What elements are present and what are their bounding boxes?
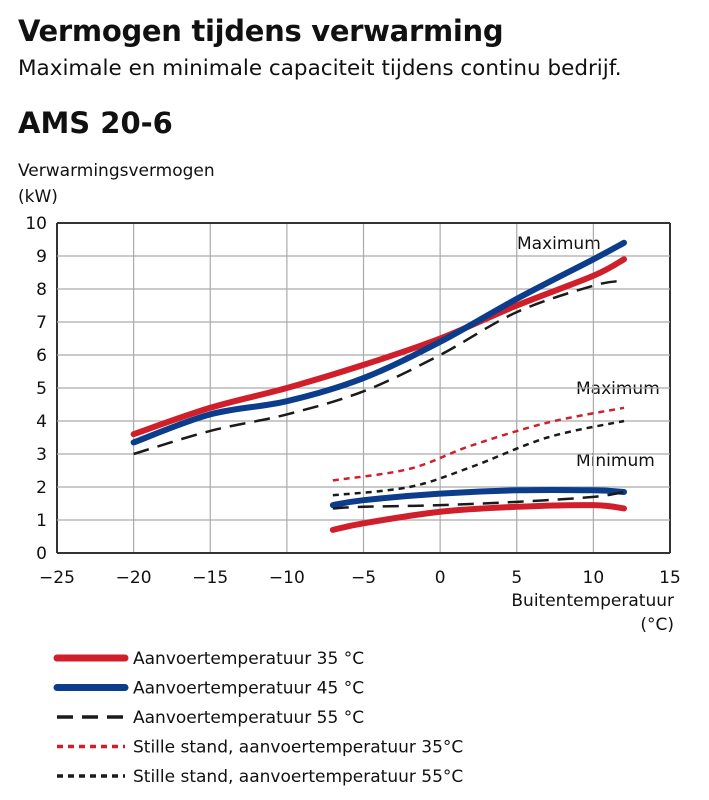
y-tick-label: 0 (36, 544, 47, 564)
y-tick-label: 4 (36, 412, 47, 432)
y-tick-label: 6 (36, 346, 47, 366)
x-tick-label: −15 (192, 568, 228, 588)
y-tick-label: 3 (36, 445, 47, 465)
series-line (329, 502, 628, 533)
x-axis-label-unit: (°C) (640, 615, 674, 635)
legend-label: Aanvoertemperatuur 35 °C (133, 649, 364, 669)
annotation-maximum-upper: Maximum (517, 234, 601, 254)
legend-label: Aanvoertemperatuur 55 °C (133, 708, 364, 728)
model-title: AMS 20-6 (18, 106, 173, 140)
y-tick-label: 7 (36, 313, 47, 333)
y-tick-label: 10 (25, 214, 47, 234)
series-line (130, 239, 628, 446)
series-line (332, 406, 625, 482)
series-line (130, 256, 628, 438)
y-axis-label-unit: (kW) (18, 187, 58, 207)
series-line (329, 486, 628, 509)
series-line (332, 490, 625, 510)
legend-label: Stille stand, aanvoertemperatuur 35°C (133, 738, 463, 758)
y-axis-label: Verwarmingsvermogen (18, 161, 215, 181)
annotation-minimum: Minimum (576, 451, 655, 471)
x-tick-label: 5 (511, 568, 522, 588)
x-axis-label: Buitentemperatuur (511, 591, 674, 611)
y-tick-label: 9 (36, 247, 47, 267)
x-tick-label: −20 (116, 568, 152, 588)
x-tick-label: 0 (435, 568, 446, 588)
y-tick-label: 8 (36, 280, 47, 300)
y-tick-label: 5 (36, 379, 47, 399)
series-line (332, 419, 625, 497)
legend-label: Aanvoertemperatuur 45 °C (133, 679, 364, 699)
page-title: Vermogen tijdens verwarming (18, 14, 504, 48)
x-tick-label: 10 (583, 568, 605, 588)
x-tick-label: −10 (269, 568, 305, 588)
x-tick-label: −5 (351, 568, 376, 588)
legend-label: Stille stand, aanvoertemperatuur 55°C (133, 767, 463, 787)
x-tick-label: 15 (659, 568, 681, 588)
x-tick-label: −25 (39, 568, 75, 588)
y-tick-label: 1 (36, 511, 47, 531)
series-line (133, 279, 625, 456)
y-tick-label: 2 (36, 478, 47, 498)
page-subtitle: Maximale en minimale capaciteit tijdens … (18, 56, 622, 81)
annotation-maximum-lower: Maximum (576, 379, 660, 399)
